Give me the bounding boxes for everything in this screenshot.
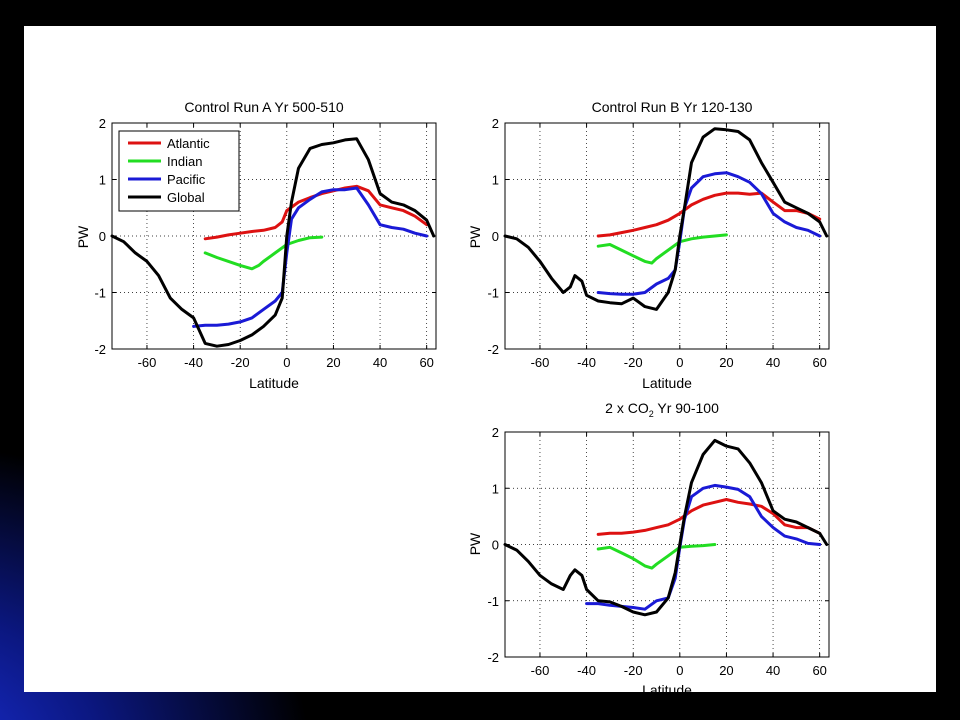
y-tick-label: -2 [94, 342, 106, 357]
x-tick-label: 0 [283, 355, 290, 370]
y-tick-label: 2 [492, 425, 499, 440]
chart-b-ylabel: PW [467, 225, 483, 248]
x-tick-label: 40 [766, 355, 780, 370]
legend-label-indian: Indian [167, 154, 202, 169]
legend: Atlantic Indian Pacific Global [118, 130, 240, 212]
y-tick-label: 2 [492, 116, 499, 131]
x-tick-label: 20 [719, 355, 733, 370]
chart-control-run-a: Control Run A Yr 500-510 -60 -40 -20 0 20 40 6… [75, 99, 437, 391]
series-line-global [503, 127, 829, 311]
plot-area-b: -60 -40 -20 0 20 40 60 -2 -1 0 1 2 [487, 116, 830, 370]
legend-label-atlantic: Atlantic [167, 136, 210, 151]
chart-control-run-b: Control Run B Yr 120-130 -60 -40 -20 0 20 40 6… [467, 99, 830, 391]
x-tick-label: 40 [766, 663, 780, 678]
plot-background [505, 123, 829, 349]
y-tick-label: -1 [487, 594, 499, 609]
x-tick-label: 60 [812, 663, 826, 678]
x-tick-label: 0 [676, 355, 683, 370]
y-tick-label: 1 [492, 481, 499, 496]
plot-background [505, 432, 829, 657]
y-tick-label: 2 [99, 116, 106, 131]
legend-label-pacific: Pacific [167, 172, 206, 187]
series-line-global [503, 438, 829, 617]
chart-a-ylabel: PW [75, 225, 91, 248]
x-tick-label: -60 [138, 355, 157, 370]
series-line-indian [203, 235, 324, 271]
x-tick-label: 60 [419, 355, 433, 370]
x-tick-label: 20 [719, 663, 733, 678]
series-line-pacific [596, 171, 822, 296]
x-tick-label: 40 [373, 355, 387, 370]
x-tick-label: -20 [624, 355, 643, 370]
x-tick-label: -40 [577, 355, 596, 370]
chart-b-title: Control Run B Yr 120-130 [592, 99, 753, 115]
chart-c-title: 2 x CO2 Yr 90-100 [605, 400, 719, 419]
chart-b-xlabel: Latitude [642, 375, 692, 391]
x-tick-label: -20 [231, 355, 250, 370]
x-tick-label: -20 [624, 663, 643, 678]
series-line-global [110, 137, 436, 348]
y-tick-label: -2 [487, 650, 499, 665]
series-line-pacific [585, 483, 822, 611]
chart-c-xlabel: Latitude [642, 682, 692, 692]
series-line-pacific [192, 186, 429, 328]
y-tick-label: -1 [487, 286, 499, 301]
x-tick-label: -60 [531, 663, 550, 678]
y-tick-label: -1 [94, 286, 106, 301]
series-line-atlantic [596, 498, 822, 536]
y-tick-label: 0 [492, 538, 499, 553]
legend-label-global: Global [167, 190, 205, 205]
plot-area-c: -60 -40 -20 0 20 40 60 -2 -1 0 1 2 [487, 425, 830, 678]
chart-a-title: Control Run A Yr 500-510 [184, 99, 344, 115]
y-tick-label: 1 [492, 173, 499, 188]
x-tick-label: -40 [184, 355, 203, 370]
x-tick-label: 0 [676, 663, 683, 678]
y-tick-label: 0 [99, 229, 106, 244]
chart-a-xlabel: Latitude [249, 375, 299, 391]
x-tick-label: -40 [577, 663, 596, 678]
x-tick-label: 20 [326, 355, 340, 370]
y-tick-label: 1 [99, 173, 106, 188]
y-tick-label: -2 [487, 342, 499, 357]
chart-2xco2: 2 x CO2 Yr 90-100 -60 -40 -20 0 20 40 60 -2 -1 0 1… [467, 400, 830, 692]
chart-c-ylabel: PW [467, 532, 483, 555]
figure: Control Run A Yr 500-510 -60 -40 -20 0 20 40 6… [75, 99, 830, 692]
series-line-atlantic [596, 191, 822, 238]
x-tick-label: -60 [531, 355, 550, 370]
series-line-indian [596, 233, 728, 265]
y-tick-label: 0 [492, 229, 499, 244]
series-line-indian [596, 543, 717, 570]
x-tick-label: 60 [812, 355, 826, 370]
